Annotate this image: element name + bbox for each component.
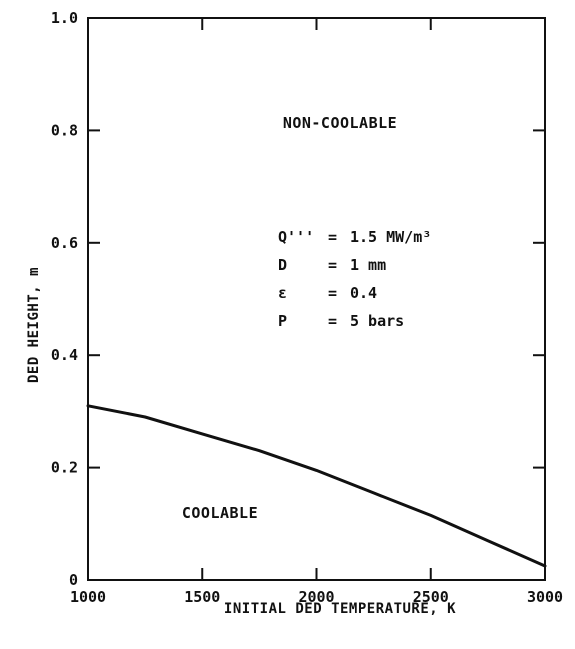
param-separator: =: [328, 228, 337, 246]
y-tick-label: 0.6: [51, 234, 78, 252]
param-separator: =: [328, 256, 337, 274]
x-tick-label: 1000: [70, 588, 106, 606]
param-symbol: Q''': [278, 228, 314, 246]
region-label-coolable: COOLABLE: [182, 504, 258, 522]
param-value: 1.5 MW/m³: [350, 228, 431, 246]
param-symbol: P: [278, 312, 287, 330]
param-symbol: ε: [278, 284, 287, 302]
y-tick-label: 0.4: [51, 346, 78, 364]
x-axis-label: INITIAL DED TEMPERATURE, K: [224, 601, 456, 617]
x-tick-label: 2500: [413, 588, 449, 606]
param-value: 0.4: [350, 284, 377, 302]
y-tick-label: 0.2: [51, 459, 78, 477]
x-tick-label: 3000: [527, 588, 563, 606]
region-label-non-coolable: NON-COOLABLE: [283, 114, 397, 132]
param-value: 5 bars: [350, 312, 404, 330]
param-symbol: D: [278, 256, 287, 274]
param-value: 1 mm: [350, 256, 386, 274]
y-tick-label: 0: [69, 571, 78, 589]
y-axis-label: DED HEIGHT, m: [26, 267, 42, 383]
parameter-block: Q''' = 1.5 MW/m³ D = 1 mm ε = 0.4 P = 5 bars: [278, 228, 431, 330]
y-tick-label: 1.0: [51, 9, 78, 27]
x-tick-label: 2000: [298, 588, 334, 606]
plot-frame: [87, 17, 546, 581]
y-tick-label: 0.8: [51, 121, 78, 139]
param-separator: =: [328, 312, 337, 330]
x-tick-label: 1500: [184, 588, 220, 606]
param-separator: =: [328, 284, 337, 302]
series-line: [86, 404, 547, 568]
